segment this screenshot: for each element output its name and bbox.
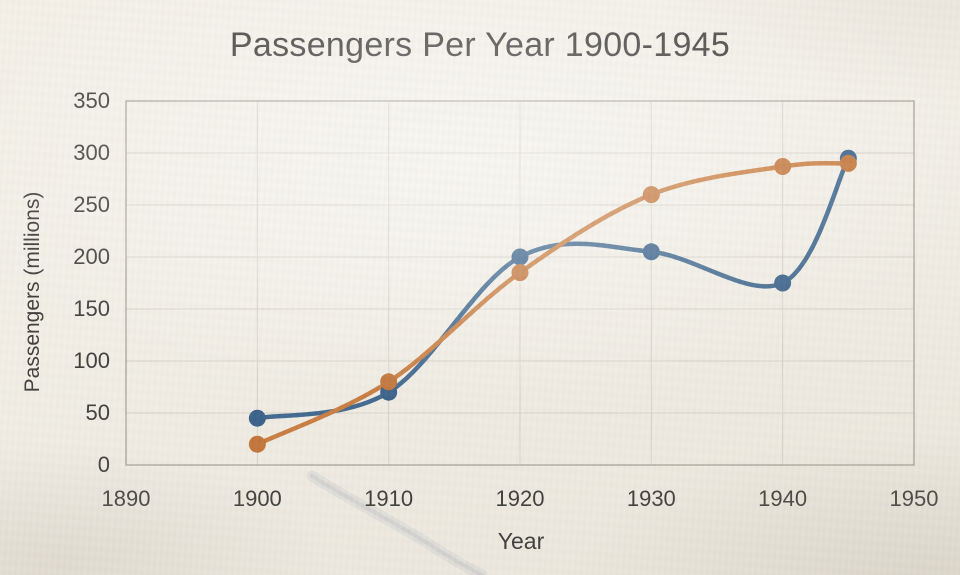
- x-tick-label-1890: 1890: [101, 486, 151, 511]
- data-point-blue-1930: [642, 243, 660, 261]
- x-tick-label-1900: 1900: [232, 486, 282, 511]
- y-tick-label-200: 200: [73, 244, 110, 269]
- series-line-blue: [255, 155, 851, 421]
- series-markers: [248, 149, 857, 453]
- paper-crease-mark: [306, 470, 488, 575]
- y-tick-label-50: 50: [85, 400, 110, 425]
- y-tick-label-250: 250: [73, 192, 110, 217]
- y-axis-title: Passengers (millions): [21, 191, 44, 393]
- data-point-blue-1920: [511, 248, 529, 266]
- series-lines: [255, 155, 851, 447]
- y-tick-label-150: 150: [73, 296, 110, 321]
- data-point-blue-1940: [774, 274, 792, 292]
- x-tick-label-1950: 1950: [889, 486, 939, 511]
- data-point-orange-1930: [642, 186, 660, 204]
- y-tick-label-350: 350: [73, 88, 110, 113]
- x-tick-label-1940: 1940: [758, 486, 808, 511]
- y-tick-label-0: 0: [97, 452, 110, 477]
- x-tick-label-1920: 1920: [495, 486, 545, 511]
- gridlines: [125, 100, 915, 466]
- y-tick-label-100: 100: [73, 348, 110, 373]
- data-point-orange-1945: [839, 154, 857, 172]
- plot-border-rect: [125, 100, 915, 466]
- data-point-orange-1910: [380, 373, 398, 391]
- plot-border: [125, 100, 915, 466]
- data-point-orange-1900: [248, 435, 266, 453]
- x-tick-label-1930: 1930: [626, 486, 676, 511]
- data-point-orange-1920: [511, 264, 529, 282]
- x-tick-label-1910: 1910: [364, 486, 414, 511]
- data-point-orange-1940: [774, 158, 792, 176]
- data-point-blue-1900: [248, 409, 266, 427]
- crease-soft: [306, 470, 488, 575]
- x-axis-title: Year: [497, 528, 545, 554]
- chart-title: Passengers Per Year 1900-1945: [229, 26, 731, 64]
- y-tick-label-300: 300: [73, 140, 110, 165]
- crease-core: [310, 474, 484, 575]
